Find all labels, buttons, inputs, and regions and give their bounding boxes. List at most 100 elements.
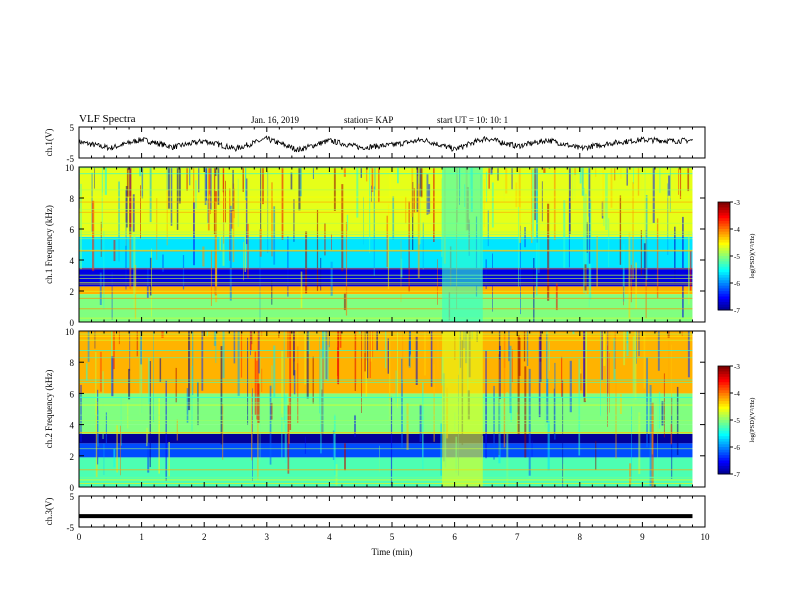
time-tick-label: 8 [578, 532, 583, 542]
ch1-spectrogram-streak [433, 167, 435, 242]
ch2-colorbar-swatch [718, 395, 730, 399]
ch2-colorbar-swatch [718, 441, 730, 445]
ch1-colorbar-swatch [718, 229, 730, 233]
ch1-spectrogram-streak [519, 200, 521, 243]
ch1-spectrogram-streak [126, 167, 129, 198]
ch1-spectrogram-streak [156, 198, 158, 260]
ch2-spectrogram-streak [283, 331, 285, 423]
ch1-colorbar-swatch [718, 291, 730, 295]
ch1-spectrogram-streak [360, 167, 362, 178]
ch2-spectrogram-streak [273, 345, 276, 398]
ch1-spectrogram-ytick-label: 8 [70, 194, 75, 204]
ch2-spectrogram-streak [516, 412, 518, 433]
time-tick-label: 0 [77, 532, 82, 542]
ch1-spectrogram-streak [392, 196, 395, 240]
ch2-spectrogram-streak [687, 331, 690, 378]
ch1-spectrogram-ytick-label: 0 [70, 318, 75, 328]
ch2-spectrogram-streak [213, 331, 217, 346]
ch2-spectrogram-streak [544, 400, 547, 428]
ch1-spectrogram-streak [596, 236, 598, 290]
ch1-spectrogram-streak [644, 169, 646, 252]
ch1-spectrogram-streak [219, 167, 222, 251]
ch2-spectrogram-streak [646, 357, 648, 448]
ch1-spectrogram-band [79, 286, 705, 295]
ch1-spectrogram-streak [533, 258, 535, 322]
ch2-colorbar-tick-label: -7 [734, 471, 740, 479]
ch1-spectrogram-streak [630, 264, 632, 303]
ch1-colorbar-label: log(PSD)(V²/Hz) [749, 234, 756, 279]
ch2-spectrogram-streak [511, 349, 513, 383]
ch1-colorbar-swatch [718, 269, 730, 273]
ch2-spectrogram-streak [390, 396, 393, 486]
ch1-spectrogram-band [79, 236, 705, 268]
ch1-colorbar-swatch [718, 247, 730, 252]
ch2-spectrogram-streak [297, 346, 299, 424]
ch2-spectrogram-streak [603, 331, 606, 366]
ch2-spectrogram-streak [546, 331, 549, 379]
ch2-colorbar-swatch [718, 368, 730, 372]
ch2-spectrogram-streak [140, 331, 142, 365]
ch1-spectrogram-streak [689, 251, 692, 291]
ch1-colorbar-swatch [718, 234, 730, 238]
ch2-colorbar-swatch [718, 449, 730, 453]
ch1-spectrogram-streak [134, 265, 137, 319]
ch2-colorbar-swatch [718, 384, 730, 389]
ch2-spectrogram-streak [638, 412, 641, 474]
ch2-spectrogram-streak [562, 463, 565, 484]
ch2-spectrogram-streak [364, 331, 366, 353]
ch2-spectrogram-streak [376, 331, 378, 351]
ch2-spectrogram-streak [258, 331, 260, 374]
ch1-spectrogram-streak [532, 169, 534, 240]
ch1-waveform-ylabel: ch.1(V) [44, 129, 54, 157]
ch1-spectrogram-streak [293, 199, 295, 242]
ch2-spectrogram-streak [387, 338, 389, 374]
ch2-colorbar-swatch [718, 436, 730, 440]
ch1-spectrogram-streak [232, 169, 234, 211]
ch2-colorbar-swatch [718, 382, 730, 386]
ch2-spectrogram-streak [583, 331, 585, 398]
ch2-spectrogram-streak [406, 403, 409, 450]
ch2-spectrogram-streak [523, 331, 526, 362]
ch1-spectrogram-streak [511, 167, 513, 190]
ch2-spectrogram-streak [424, 331, 426, 376]
ch1-colorbar-tick-label: -6 [734, 280, 740, 288]
ch2-spectrogram-streak [323, 331, 326, 380]
ch2-spectrogram-streak [269, 385, 272, 465]
ch2-spectrogram-streak [113, 448, 116, 468]
ch2-colorbar-swatch [718, 403, 730, 407]
ch1-spectrogram-ylabel: ch.1 Frequency (kHz) [44, 205, 54, 284]
ch2-spectrogram-streak [619, 394, 622, 414]
ch1-spectrogram-streak [626, 167, 628, 186]
ch2-colorbar-swatch [718, 374, 730, 378]
ch1-spectrogram-streak [524, 227, 526, 248]
ch2-spectrogram-streak [361, 331, 362, 413]
ch2-colorbar-swatch [718, 425, 730, 429]
ch2-spectrogram-streak [655, 331, 657, 333]
ch1-colorbar-swatch [718, 253, 730, 257]
ch2-spectrogram-streak [526, 331, 529, 366]
ch2-spectrogram-streak [293, 331, 295, 376]
ch2-spectrogram-streak [328, 331, 330, 348]
ch1-spectrogram-streak [341, 184, 344, 272]
ch2-spectrogram-streak [256, 360, 258, 420]
ch2-spectrogram-streak [623, 331, 626, 366]
ch2-colorbar-swatch [718, 411, 730, 416]
ch1-spectrogram-streak [419, 167, 422, 197]
ch1-spectrogram-streak [633, 167, 634, 184]
ch1-spectrogram-streak [687, 167, 690, 192]
ch2-spectrogram-streak [251, 379, 253, 461]
ch1-spectrogram-streak [640, 230, 642, 275]
ch1-spectrogram-streak [223, 167, 225, 244]
ch2-colorbar-swatch [718, 468, 730, 472]
ch1-spectrogram-streak [273, 206, 276, 265]
ch2-spectrogram-streak [252, 388, 253, 481]
ch1-spectrogram-streak [207, 167, 210, 231]
ch2-spectrogram-streak [651, 402, 654, 487]
ch1-spectrogram-streak [298, 167, 301, 211]
ch1-spectrogram-streak [573, 167, 576, 200]
ch2-spectrogram-panel: 0 2 4 6 8 10 ch.2 Frequency (kHz) [44, 327, 706, 493]
ch1-spectrogram-streak [538, 208, 540, 274]
ch2-spectrogram-streak [289, 331, 292, 430]
ch2-spectrogram-streak [503, 331, 506, 368]
